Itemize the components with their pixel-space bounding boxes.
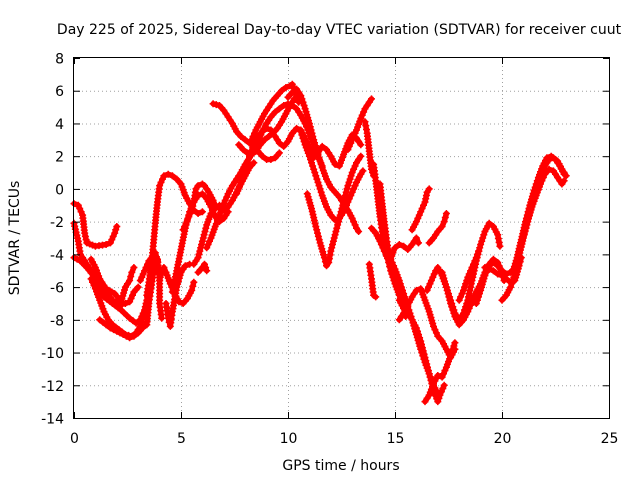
series-track-27 <box>368 224 390 260</box>
y-tick-label: 6 <box>55 84 64 100</box>
x-tick-label: 25 <box>601 431 619 447</box>
series-markers <box>344 95 375 154</box>
series-markers <box>509 152 568 276</box>
series-track-33 <box>421 339 459 406</box>
series-markers <box>421 339 459 406</box>
series-markers <box>303 152 365 270</box>
series-track-28 <box>365 260 380 301</box>
series-markers <box>368 224 390 260</box>
y-tick-label: -8 <box>50 313 64 329</box>
y-tick-label: -10 <box>41 346 64 362</box>
x-tick-label: 10 <box>280 431 298 447</box>
series-track-13 <box>190 201 223 268</box>
plot-frame <box>73 57 610 419</box>
series-track-18 <box>248 80 303 144</box>
y-tick-label: 4 <box>55 117 64 133</box>
x-axis-title: GPS time / hours <box>282 458 399 474</box>
y-tick-label: -6 <box>50 281 64 297</box>
x-tick-label: 5 <box>177 431 186 447</box>
x-tick-label: 0 <box>70 431 79 447</box>
y-tick-label: 8 <box>55 52 64 68</box>
series-markers <box>284 85 363 235</box>
series-markers <box>515 165 568 257</box>
y-axis: -14 -12 -10 -8 -6 -4 -2 0 2 4 6 8 <box>41 52 609 428</box>
y-tick-label: 2 <box>55 150 64 166</box>
x-tick-label: 15 <box>387 431 405 447</box>
y-axis-title: SDTVAR / TECUs <box>7 181 23 296</box>
data-series <box>70 80 570 406</box>
series-track-14 <box>194 260 211 276</box>
y-tick-label: 0 <box>55 182 64 198</box>
series-markers <box>408 185 433 234</box>
series-track-34 <box>408 185 433 234</box>
series-markers <box>162 260 194 330</box>
series-markers <box>143 170 206 299</box>
series-track-10 <box>162 260 194 330</box>
x-tick-label: 20 <box>494 431 512 447</box>
series-markers <box>190 201 223 268</box>
y-tick-label: -2 <box>50 215 64 231</box>
series-markers <box>455 247 482 304</box>
x-axis: 0 5 10 15 20 25 <box>70 58 618 447</box>
series-track-24 <box>344 95 375 154</box>
series-track-43 <box>515 165 568 257</box>
series-track-19 <box>235 92 305 158</box>
chart-title: Day 225 of 2025, Sidereal Day-to-day VTE… <box>57 22 622 38</box>
series-track-22 <box>303 152 365 270</box>
series-track-35 <box>425 210 450 247</box>
y-tick-label: -4 <box>50 248 64 264</box>
series-markers <box>235 92 305 158</box>
series-markers <box>425 210 450 247</box>
series-track-4 <box>87 255 138 306</box>
series-track-38 <box>455 247 482 304</box>
series-markers <box>194 260 211 276</box>
y-tick-label: -12 <box>41 379 64 395</box>
y-tick-label: -14 <box>41 412 64 428</box>
series-track-20 <box>284 85 363 235</box>
series-markers <box>365 260 380 301</box>
series-track-42 <box>509 152 568 276</box>
series-markers <box>87 255 138 306</box>
